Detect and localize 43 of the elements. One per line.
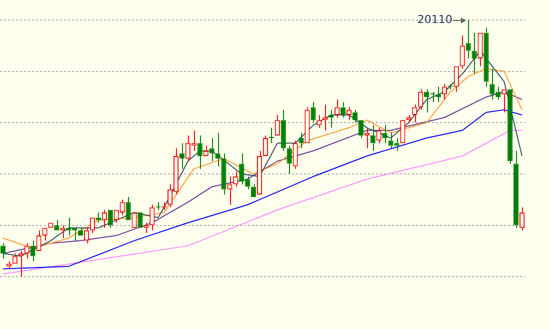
candlestick <box>274 114 280 136</box>
candlestick <box>310 102 316 124</box>
candlestick <box>340 102 346 118</box>
candlestick <box>286 145 292 174</box>
candlestick <box>519 206 525 231</box>
candlestick <box>280 109 286 152</box>
candlestick <box>472 32 477 74</box>
candlestick <box>251 184 256 198</box>
candlestick <box>54 220 60 230</box>
candlestick <box>502 89 507 113</box>
candlestick <box>90 218 96 234</box>
candlestick <box>179 142 185 170</box>
candlestick <box>78 227 84 236</box>
candlestick <box>454 66 459 92</box>
candlestick <box>382 124 388 144</box>
candlestick <box>304 106 310 144</box>
candlestick <box>508 89 513 164</box>
candlestick <box>221 152 226 195</box>
candlestick <box>514 150 519 228</box>
candlestick <box>316 114 322 128</box>
candlestick <box>484 27 489 88</box>
candlestick <box>108 210 113 228</box>
candlestick <box>227 176 232 206</box>
annotation: 20110 <box>417 12 452 26</box>
candlestick <box>30 240 36 262</box>
candlestick <box>292 140 298 170</box>
candlestick <box>126 196 131 220</box>
candlestick <box>209 138 214 162</box>
candlestick <box>215 132 220 167</box>
candlestick <box>478 32 483 67</box>
candlestick <box>358 120 364 139</box>
candlestick <box>36 230 42 251</box>
candlestick <box>150 204 155 231</box>
candlestick <box>460 34 465 70</box>
candlestick <box>197 134 202 170</box>
candlestick <box>262 134 268 156</box>
candlestick <box>370 124 376 152</box>
candlestick <box>256 150 262 194</box>
candlestick <box>84 227 90 244</box>
candlestick <box>418 88 424 110</box>
candlestick <box>376 127 382 144</box>
candlestick <box>298 132 304 149</box>
candlestick <box>466 20 471 59</box>
